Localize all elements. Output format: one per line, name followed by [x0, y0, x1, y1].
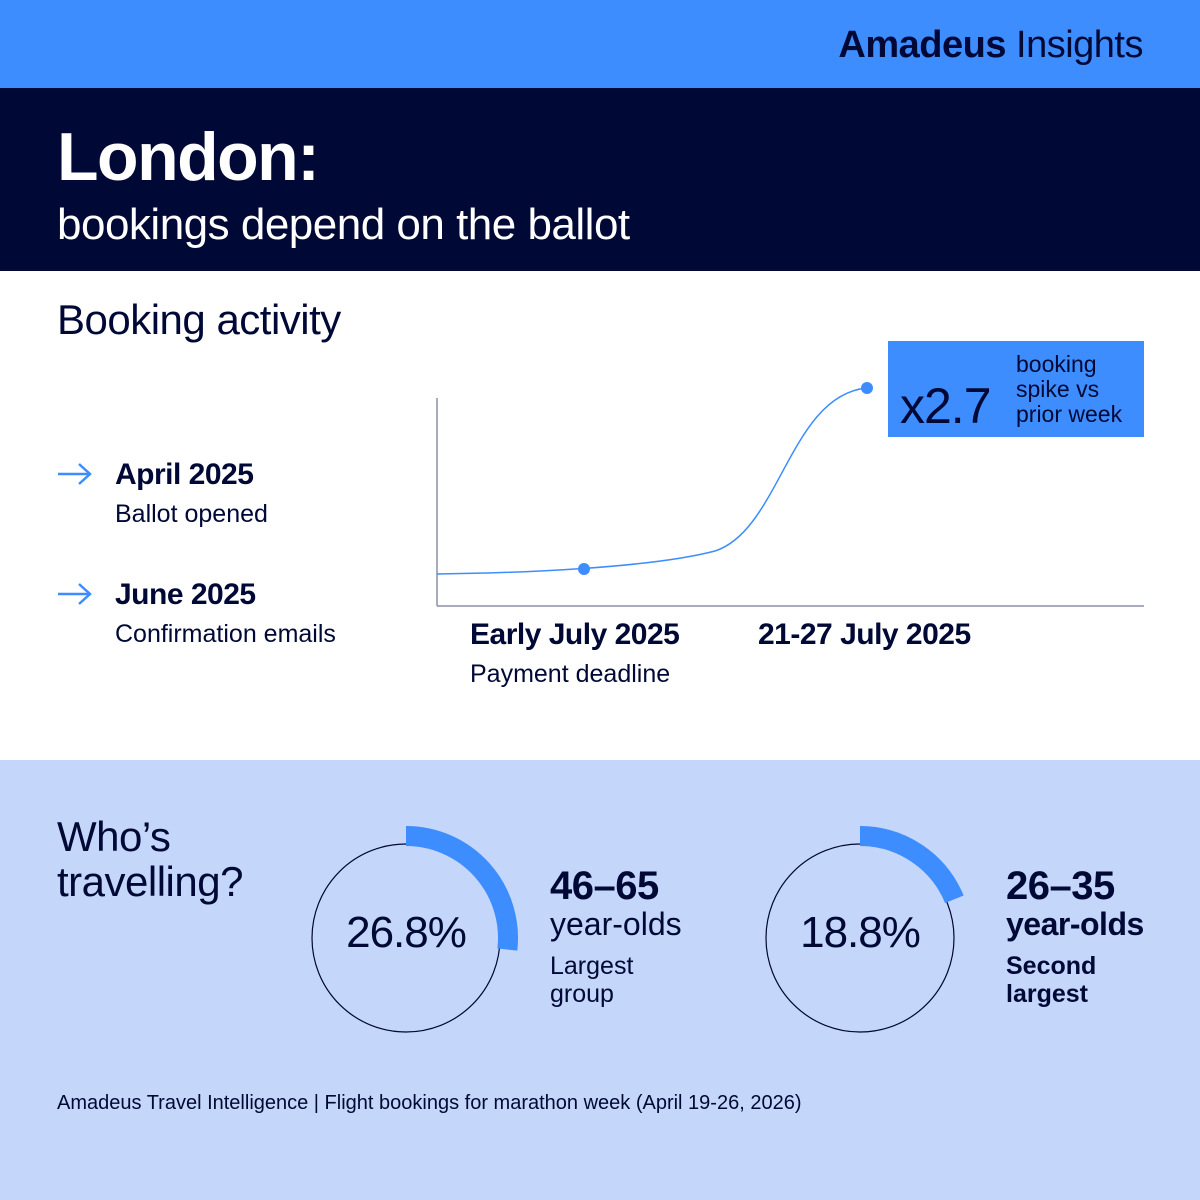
top-bar: Amadeus Insights	[0, 0, 1200, 88]
page-title: London:	[57, 119, 320, 195]
brand-logo: Amadeus Insights	[838, 24, 1143, 67]
age-unit: year-olds	[550, 906, 682, 942]
donut-chart-26-35: 18.8%	[764, 826, 984, 1046]
timeline-desc: Confirmation emails	[115, 620, 336, 648]
group-stat-46-65: 46–65 year-olds Largest group	[550, 866, 682, 1008]
spike-callout: x2.7 booking spike vs prior week	[888, 341, 1144, 437]
donut-arc	[859, 826, 964, 904]
age-range: 46–65	[550, 864, 659, 908]
donut-percent: 26.8%	[346, 908, 467, 957]
arrow-right-icon	[58, 463, 92, 485]
x-label-late-july: 21-27 July 2025	[758, 618, 971, 651]
page-subtitle: bookings depend on the ballot	[57, 200, 630, 249]
title-line: Who’s	[57, 813, 171, 860]
age-range: 26–35	[1006, 864, 1115, 908]
spike-note-line: booking	[1016, 351, 1097, 377]
rank-line: Largest	[550, 952, 634, 980]
group-stat-26-35: 26–35 year-olds Second largest	[1006, 866, 1144, 1008]
timeline-date: June 2025	[115, 578, 256, 611]
data-point-early-july	[578, 563, 590, 575]
spike-multiplier: x2.7	[900, 378, 992, 434]
donut-chart-46-65: 26.8%	[310, 826, 530, 1046]
donut-ring	[765, 843, 955, 1033]
timeline-date: April 2025	[115, 458, 254, 491]
whos-travelling-section: Who’s travelling? 26.8% 46–65 year-olds …	[0, 760, 1200, 1200]
spike-note-line: prior week	[1016, 401, 1123, 427]
timeline-desc: Ballot opened	[115, 500, 268, 528]
rank-line: group	[550, 980, 614, 1008]
rank-line: largest	[1006, 980, 1088, 1008]
brand-suffix: Insights	[1016, 24, 1143, 66]
spike-note: booking spike vs prior week	[1016, 352, 1122, 427]
group-rank: Largest group	[550, 952, 682, 1008]
booking-trend-line	[436, 387, 868, 575]
header-banner: London: bookings depend on the ballot	[0, 88, 1200, 271]
arrow-right-icon	[58, 583, 92, 605]
x-sublabel-payment: Payment deadline	[470, 660, 671, 688]
brand-name: Amadeus	[838, 24, 1006, 66]
data-point-late-july	[861, 382, 873, 394]
rank-line: Second	[1006, 952, 1097, 980]
age-unit: year-olds	[1006, 906, 1144, 942]
x-label-early-july: Early July 2025	[470, 618, 680, 651]
donut-arc	[405, 826, 518, 951]
spike-note-line: spike vs	[1016, 376, 1100, 402]
booking-activity-title: Booking activity	[57, 296, 341, 343]
source-footnote: Amadeus Travel Intelligence | Flight boo…	[57, 1092, 802, 1114]
whos-travelling-title: Who’s travelling?	[57, 814, 243, 904]
donut-percent: 18.8%	[800, 908, 921, 957]
group-rank: Second largest	[1006, 952, 1144, 1008]
title-line: travelling?	[57, 858, 243, 905]
